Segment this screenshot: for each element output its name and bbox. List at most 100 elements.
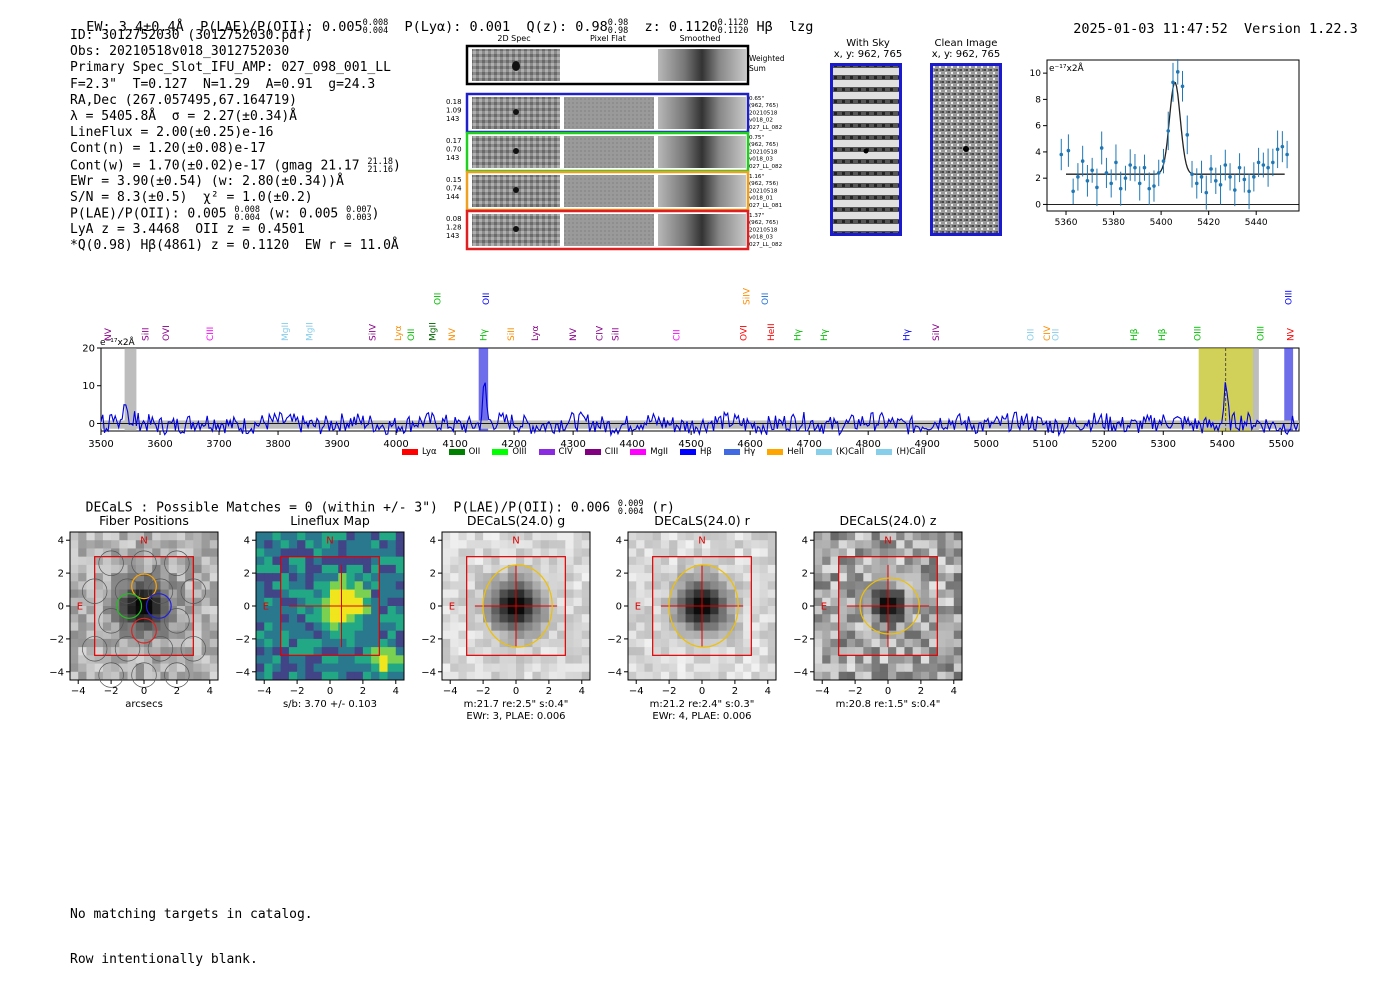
line-label-top: OIII: [1284, 290, 1294, 305]
thumb-pixel: [297, 532, 306, 541]
thumb-pixel: [904, 647, 914, 656]
thumb-pixel: [888, 606, 897, 615]
thumb-caption-1: m:21.7 re:2.5" s:0.4": [464, 699, 569, 710]
thumb-pixel: [904, 630, 914, 640]
thumb-pixel: [516, 589, 525, 599]
thumb-pixel: [636, 548, 645, 558]
thumb-pixel: [168, 606, 178, 615]
thumb-pixel: [702, 564, 711, 574]
thumb-pixel: [102, 630, 112, 640]
thumb-pixel: [144, 556, 153, 566]
thumb-pixel: [710, 638, 719, 648]
thumb-pixel: [920, 589, 930, 599]
thumb-pixel: [548, 630, 558, 640]
thumb-pixel: [272, 647, 282, 656]
thumb-pixel: [830, 564, 840, 574]
info-obs: Obs: 20210518v018_3012752030: [70, 44, 290, 60]
thumb-pixel: [524, 556, 533, 566]
thumb-pixel: [516, 622, 525, 632]
thumb-pixel: [86, 573, 96, 582]
thumb-xtick-label: 4: [951, 686, 957, 697]
thumb-pixel: [346, 597, 356, 607]
thumb-pixel: [929, 564, 938, 574]
thumb-pixel: [395, 630, 405, 640]
thumb-pixel: [458, 532, 468, 541]
thumb-pixel: [677, 622, 687, 632]
thumb-pixel: [483, 573, 492, 582]
thumb-pixel: [94, 564, 104, 574]
thumb-pixel: [86, 548, 96, 558]
thumb-pixel: [685, 663, 695, 673]
zoom-data-point: [1133, 165, 1137, 170]
thumb-pixel: [920, 581, 930, 591]
thumb-pixel: [702, 597, 711, 607]
legend-entry: Hβ: [680, 447, 712, 457]
thumb-pixel: [387, 540, 397, 549]
thumb-pixel: [94, 638, 104, 648]
thumb-pixel: [693, 548, 703, 558]
thumb-pixel: [330, 597, 339, 607]
thumb-pixel: [193, 655, 203, 665]
thumb-pixel: [395, 589, 405, 599]
thumb-pixel: [888, 647, 897, 656]
thumb-pixel: [685, 556, 695, 566]
thumb-pixel: [321, 540, 331, 549]
thumb-pixel: [920, 573, 930, 582]
thumb-pixel: [702, 556, 711, 566]
thumb-pixel: [660, 532, 670, 541]
thumb-pixel: [636, 556, 645, 566]
thumb-xtick-label: −4: [257, 686, 272, 697]
thumb-pixel: [119, 614, 129, 623]
thumb-pixel: [193, 622, 203, 632]
thumb-pixel: [871, 556, 881, 566]
thumb-pixel: [330, 589, 339, 599]
zoom-data-point: [1218, 182, 1223, 187]
thumb-pixel: [743, 647, 752, 656]
thumb-pixel: [272, 556, 282, 566]
thumb-pixel: [201, 548, 211, 558]
thumb-pixel: [767, 671, 777, 681]
thumb-pixel: [499, 532, 509, 541]
thumb-pixel: [524, 647, 533, 656]
thumb-pixel: [524, 638, 533, 648]
thumb-pixel: [346, 589, 356, 599]
main-spectrum-chart: NV SiII OVI CIII MgII MgII SiIV Lyα OII MgII NV Hγ S…: [82, 287, 1300, 450]
thumb-pixel: [379, 581, 389, 591]
thumb-pixel: [548, 581, 558, 591]
thumb-pixel: [458, 581, 468, 591]
thumb-pixel: [442, 647, 451, 656]
thumb-pixel: [693, 663, 703, 673]
thumb-pixel: [743, 532, 752, 541]
thumb-pixel: [297, 647, 306, 656]
thumb-pixel: [280, 671, 290, 681]
thumb-pixel: [193, 540, 203, 549]
thumb-pixel: [280, 581, 290, 591]
thumb-pixel: [846, 564, 856, 574]
thumb-pixel: [127, 564, 137, 574]
thumb-pixel: [516, 663, 525, 673]
thumb-pixel: [387, 573, 397, 582]
thumb-pixel: [371, 597, 380, 607]
thumb-pixel: [628, 630, 637, 640]
thumb-pixel: [330, 647, 339, 656]
thumb-pixel: [201, 622, 211, 632]
line-label: SiIV: [368, 323, 378, 341]
thumb-pixel: [830, 556, 840, 566]
thumb-pixel: [144, 606, 153, 615]
thumb-pixel: [669, 614, 678, 623]
thumb-pixel: [168, 564, 178, 574]
thumb-pixel: [628, 573, 637, 582]
thumb-pixel: [710, 630, 719, 640]
thumb-ytick-label: 2: [616, 569, 622, 580]
thumb-pixel: [937, 540, 947, 549]
fiber-circle: [98, 608, 124, 634]
legend-swatch: [402, 449, 418, 455]
header-z-lo: 0.1120: [717, 26, 749, 36]
thumb-pixel: [168, 589, 178, 599]
thumb-pixel: [751, 564, 761, 574]
thumb-pixel: [540, 606, 550, 615]
thumb-pixel: [371, 671, 380, 681]
thumb-pixel: [321, 622, 331, 632]
thumb-pixel: [102, 638, 112, 648]
